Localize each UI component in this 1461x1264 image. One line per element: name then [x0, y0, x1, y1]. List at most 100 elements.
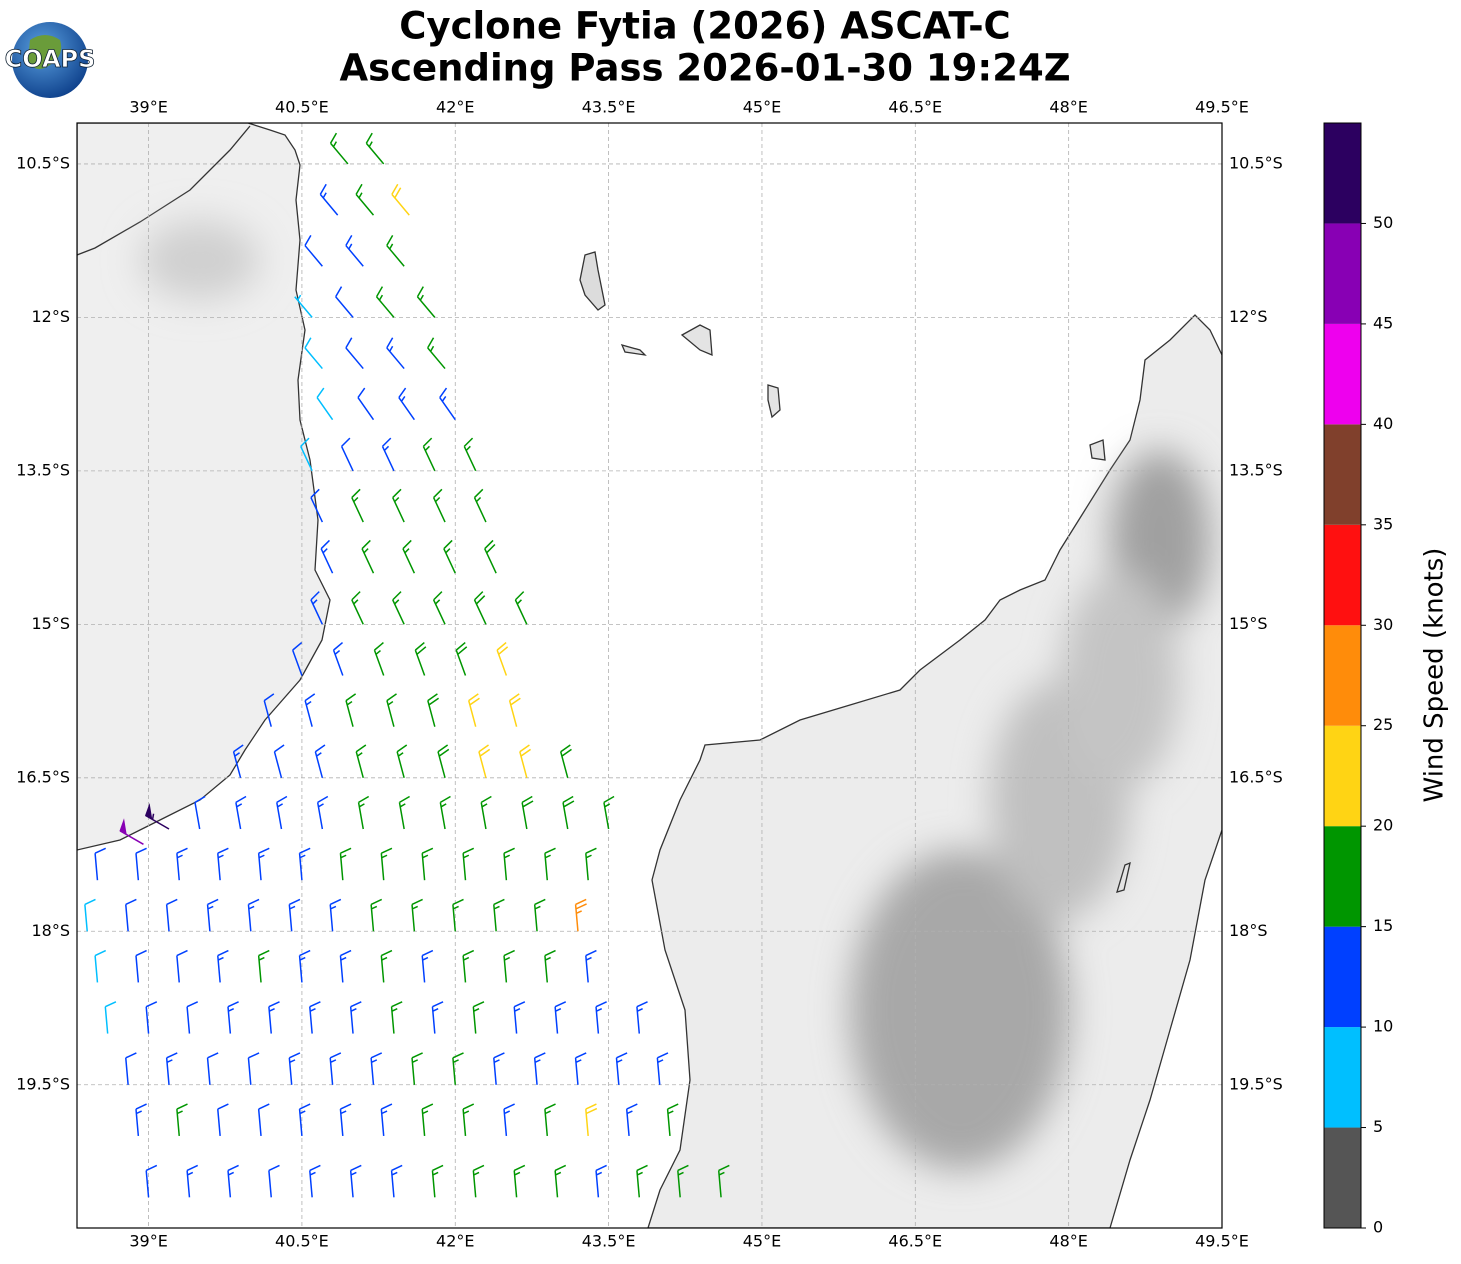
barb-flag [145, 802, 153, 820]
wind-barb [273, 744, 285, 779]
wind-barb [288, 898, 301, 932]
wind-barb [176, 847, 188, 881]
colorbar-segment [1324, 123, 1361, 224]
barb-shaft [414, 642, 427, 676]
wind-barb [309, 1164, 321, 1198]
y-tick-label: 12°S [31, 307, 70, 326]
barb-shaft [513, 1164, 526, 1198]
barb-shaft [437, 744, 450, 779]
barb-shaft [370, 1052, 383, 1085]
barb-shaft [298, 949, 311, 983]
barb-shaft [145, 1164, 158, 1198]
island [620, 344, 647, 356]
wind-barb [452, 1052, 464, 1085]
barb-shaft [656, 1052, 669, 1085]
wind-barb [392, 488, 405, 523]
wind-barb [493, 898, 505, 932]
wind-barb [349, 1001, 362, 1034]
madagascar-land [647, 314, 1222, 1228]
colorbar-segment [1324, 926, 1361, 1028]
barb-shaft [585, 1103, 598, 1136]
wind-barb [135, 949, 147, 983]
wind-barb [427, 693, 440, 727]
barb-shaft [473, 488, 487, 523]
barb-shaft [472, 1001, 485, 1034]
barb-shaft [398, 387, 415, 421]
wind-barb [268, 1164, 280, 1198]
wind-barb [717, 1164, 730, 1198]
x-tick-label: 46.5°E [888, 98, 942, 117]
colorbar-tick-label: 40 [1373, 414, 1393, 433]
barb-shaft [310, 488, 324, 523]
barb-shaft [421, 1103, 434, 1136]
barb-shaft [562, 795, 575, 830]
barb-shaft [370, 898, 383, 932]
barb-shaft [478, 744, 491, 779]
x-tick-label: 48°E [1049, 98, 1087, 117]
barb-shaft [332, 642, 344, 676]
wind-barb [513, 1164, 526, 1198]
wind-barb [443, 539, 456, 574]
wind-barb [340, 437, 354, 472]
barb-shaft [666, 1103, 679, 1136]
barb-shaft [351, 488, 364, 523]
wind-barb [386, 235, 405, 267]
barb-shaft [402, 539, 416, 574]
wind-barb [298, 1103, 311, 1136]
x-tick-label: 48°E [1049, 1232, 1087, 1251]
wind-barb [339, 847, 352, 881]
wind-barb [329, 1052, 342, 1085]
wind-barb [554, 1164, 567, 1198]
barb-shaft [427, 337, 446, 370]
barb-shaft [339, 1103, 352, 1136]
wind-barb [677, 1164, 689, 1198]
colorbar-tick-label: 45 [1373, 313, 1393, 332]
barb-shaft [574, 1052, 587, 1085]
wind-barb [298, 949, 311, 983]
wind-barb [355, 183, 375, 216]
barb-shaft [455, 642, 468, 676]
barb-shaft [484, 539, 497, 574]
barb-shaft [349, 1164, 362, 1198]
barb-shaft [176, 949, 188, 983]
barb-shaft [335, 286, 354, 318]
barb-shaft [386, 693, 397, 727]
wind-barb [370, 1052, 383, 1085]
barb-shaft [443, 539, 456, 574]
barb-shaft [496, 642, 509, 676]
barb-shaft [544, 949, 556, 983]
wind-barb [135, 1103, 147, 1136]
y-tick-label: 10.5°S [1229, 153, 1283, 172]
wind-barb [615, 1052, 628, 1085]
wind-barb [84, 898, 96, 932]
barb-shaft [421, 847, 434, 881]
barb-shaft [462, 847, 475, 881]
barb-shaft [467, 693, 480, 727]
wind-barb [390, 1001, 403, 1034]
x-tick-label: 40.5°E [275, 98, 329, 117]
barb-shaft [472, 1164, 485, 1198]
barb-shaft [329, 1052, 342, 1085]
wind-barb [503, 949, 515, 983]
wind-barb [365, 132, 385, 165]
x-tick-label: 42°E [436, 1232, 474, 1251]
wind-barb [304, 693, 316, 727]
barb-shaft [217, 949, 229, 983]
barb-shaft [585, 949, 597, 983]
wind-barb [386, 337, 405, 370]
barb-shaft [473, 591, 487, 625]
barb-shaft [390, 1001, 403, 1034]
barb-shaft [677, 1164, 689, 1198]
barb-shaft [340, 437, 354, 472]
barb-shaft [309, 1164, 321, 1198]
wind-barb [503, 847, 515, 881]
map-frame [76, 122, 1223, 1229]
x-tick-label: 49.5°E [1195, 98, 1249, 117]
wind-barb [135, 847, 147, 881]
x-tick-label: 42°E [436, 98, 474, 117]
wind-barb [431, 1164, 444, 1198]
wind-barb [94, 949, 107, 983]
barb-shaft [125, 1052, 137, 1085]
wind-barb [390, 1164, 403, 1198]
